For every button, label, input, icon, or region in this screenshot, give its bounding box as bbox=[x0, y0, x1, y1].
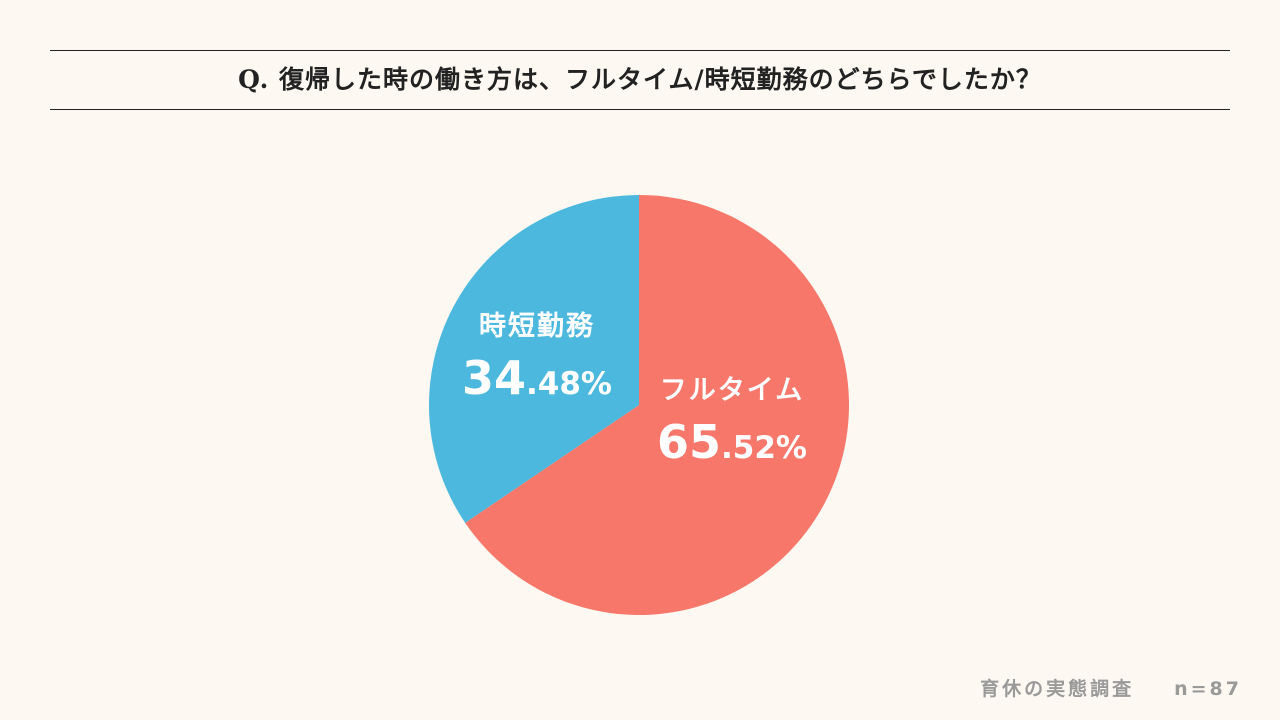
footer: 育休の実態調査 n=87 bbox=[980, 674, 1242, 701]
slice-value-fulltime-int: 65 bbox=[657, 415, 722, 469]
slice-name-fulltime: フルタイム bbox=[659, 375, 805, 406]
slice-label-fulltime: フルタイム 65.52% bbox=[632, 368, 832, 465]
slice-value-shorttime: 34.48% bbox=[437, 355, 637, 401]
pie-slice-fulltime bbox=[465, 195, 849, 615]
question-title: Q. 復帰した時の働き方は、フルタイム/時短勤務のどちらでしたか？ bbox=[238, 65, 1042, 94]
slice-value-fulltime: 65.52% bbox=[632, 419, 832, 465]
header-top-rule bbox=[50, 50, 1230, 51]
survey-name: 育休の実態調査 bbox=[980, 678, 1135, 700]
slice-value-shorttime-int: 34 bbox=[462, 351, 527, 405]
header-bottom-rule bbox=[50, 109, 1230, 110]
slice-value-shorttime-dec: .48% bbox=[526, 366, 612, 402]
pie-slice-shorttime bbox=[428, 195, 639, 523]
sample-size: n=87 bbox=[1174, 678, 1242, 700]
slice-name-shorttime: 時短勤務 bbox=[479, 311, 595, 342]
slice-label-shorttime: 時短勤務 34.48% bbox=[437, 304, 637, 401]
slice-value-fulltime-dec: .52% bbox=[721, 430, 807, 466]
